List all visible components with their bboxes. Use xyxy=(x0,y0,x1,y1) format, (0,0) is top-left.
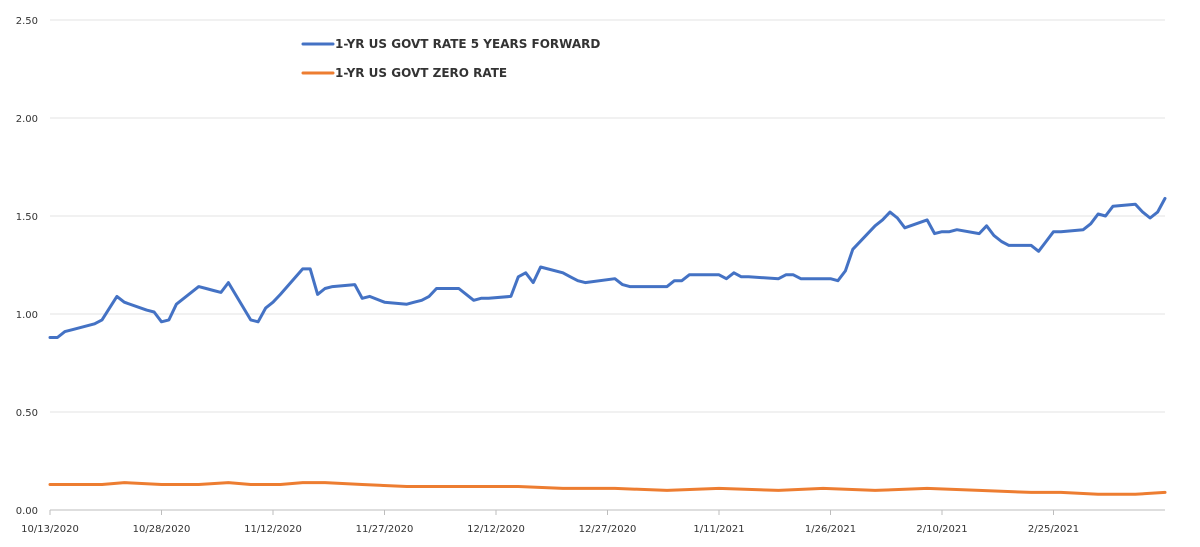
x-tick-label: 12/12/2020 xyxy=(467,524,525,535)
legend-entry: 1-YR US GOVT RATE 5 YEARS FORWARD xyxy=(335,37,600,51)
x-tick-label: 11/12/2020 xyxy=(244,524,302,535)
y-tick-label: 0.50 xyxy=(16,408,38,419)
x-tick-label: 11/27/2020 xyxy=(356,524,414,535)
forward-rate-series-line xyxy=(48,196,1167,339)
grid xyxy=(50,19,1165,413)
zero-rate-series-line xyxy=(48,481,1167,496)
y-tick-label: 0.00 xyxy=(16,506,38,517)
x-tick-label: 10/13/2020 xyxy=(21,524,79,535)
legend-entry: 1-YR US GOVT ZERO RATE xyxy=(335,66,507,80)
x-tick-label: 1/11/2021 xyxy=(693,524,744,535)
y-tick-label: 2.00 xyxy=(16,114,38,125)
x-tick-label: 2/10/2021 xyxy=(916,524,967,535)
legend: 1-YR US GOVT RATE 5 YEARS FORWARD 1-YR US… xyxy=(301,37,600,80)
axes: 0.00 0.50 1.00 1.50 2.00 2.50 10/13/2020 10/28/… xyxy=(16,16,1165,535)
x-tick-label: 10/28/2020 xyxy=(133,524,191,535)
y-tick-label: 1.50 xyxy=(16,212,38,223)
x-tick-label: 12/27/2020 xyxy=(579,524,637,535)
y-tick-label: 1.00 xyxy=(16,310,38,321)
x-tick-label: 2/25/2021 xyxy=(1028,524,1079,535)
x-tick-label: 1/26/2021 xyxy=(805,524,856,535)
series-layer xyxy=(48,196,1167,496)
y-tick-label: 2.50 xyxy=(16,16,38,27)
